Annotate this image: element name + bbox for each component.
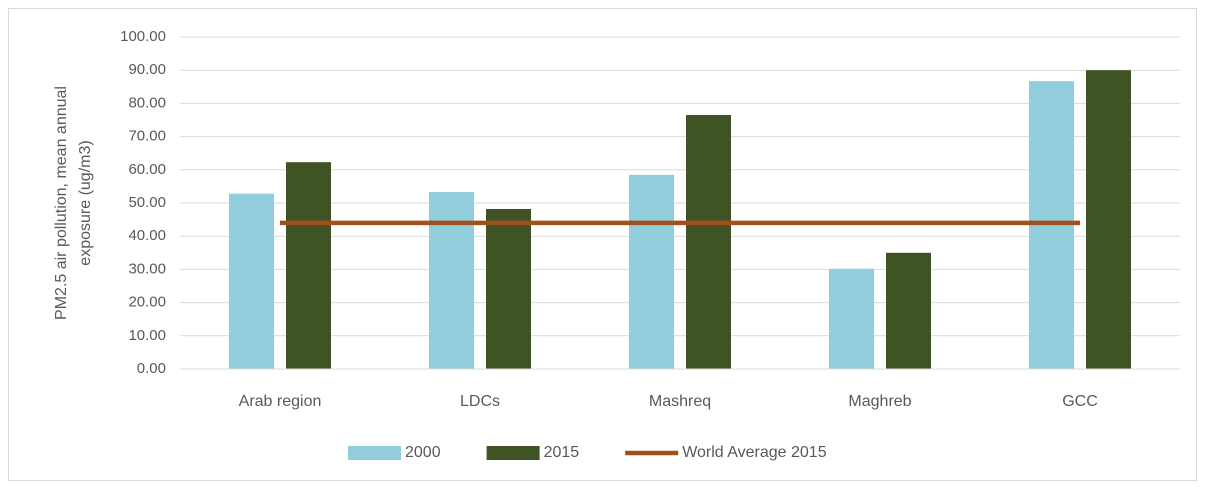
bar: [229, 193, 274, 369]
x-tick-label: Mashreq: [649, 393, 711, 410]
y-axis-title: exposure (ug/m3): [77, 140, 94, 265]
y-tick-label: 50.00: [128, 194, 166, 211]
y-tick-label: 60.00: [128, 161, 166, 178]
y-tick-label: 70.00: [128, 128, 166, 145]
y-tick-label: 30.00: [128, 260, 166, 277]
y-tick-label: 20.00: [128, 294, 166, 311]
bar: [829, 268, 874, 369]
bar: [686, 115, 731, 370]
legend-swatch: [486, 446, 540, 460]
bar: [629, 174, 674, 369]
bar: [286, 162, 331, 369]
y-axis-title: PM2.5 air pollution, mean annual: [53, 86, 70, 320]
x-tick-label: LDCs: [460, 393, 500, 410]
y-tick-label: 0.00: [137, 360, 166, 377]
x-tick-label: GCC: [1062, 393, 1098, 410]
y-tick-label: 10.00: [128, 327, 166, 344]
bar: [886, 252, 931, 369]
y-tick-label: 100.00: [120, 28, 166, 45]
legend-swatch: [348, 446, 401, 460]
legend-label: World Average 2015: [682, 444, 827, 461]
chart-frame: [8, 8, 1197, 481]
bar: [429, 192, 474, 369]
legend-label: 2000: [405, 444, 441, 461]
x-tick-label: Arab region: [239, 393, 322, 410]
y-tick-label: 80.00: [128, 94, 166, 111]
legend-label: 2015: [544, 444, 580, 461]
x-tick-label: Maghreb: [848, 393, 911, 410]
bar: [486, 208, 531, 369]
y-tick-label: 90.00: [128, 61, 166, 78]
bar: [1086, 70, 1131, 369]
y-tick-label: 40.00: [128, 227, 166, 244]
